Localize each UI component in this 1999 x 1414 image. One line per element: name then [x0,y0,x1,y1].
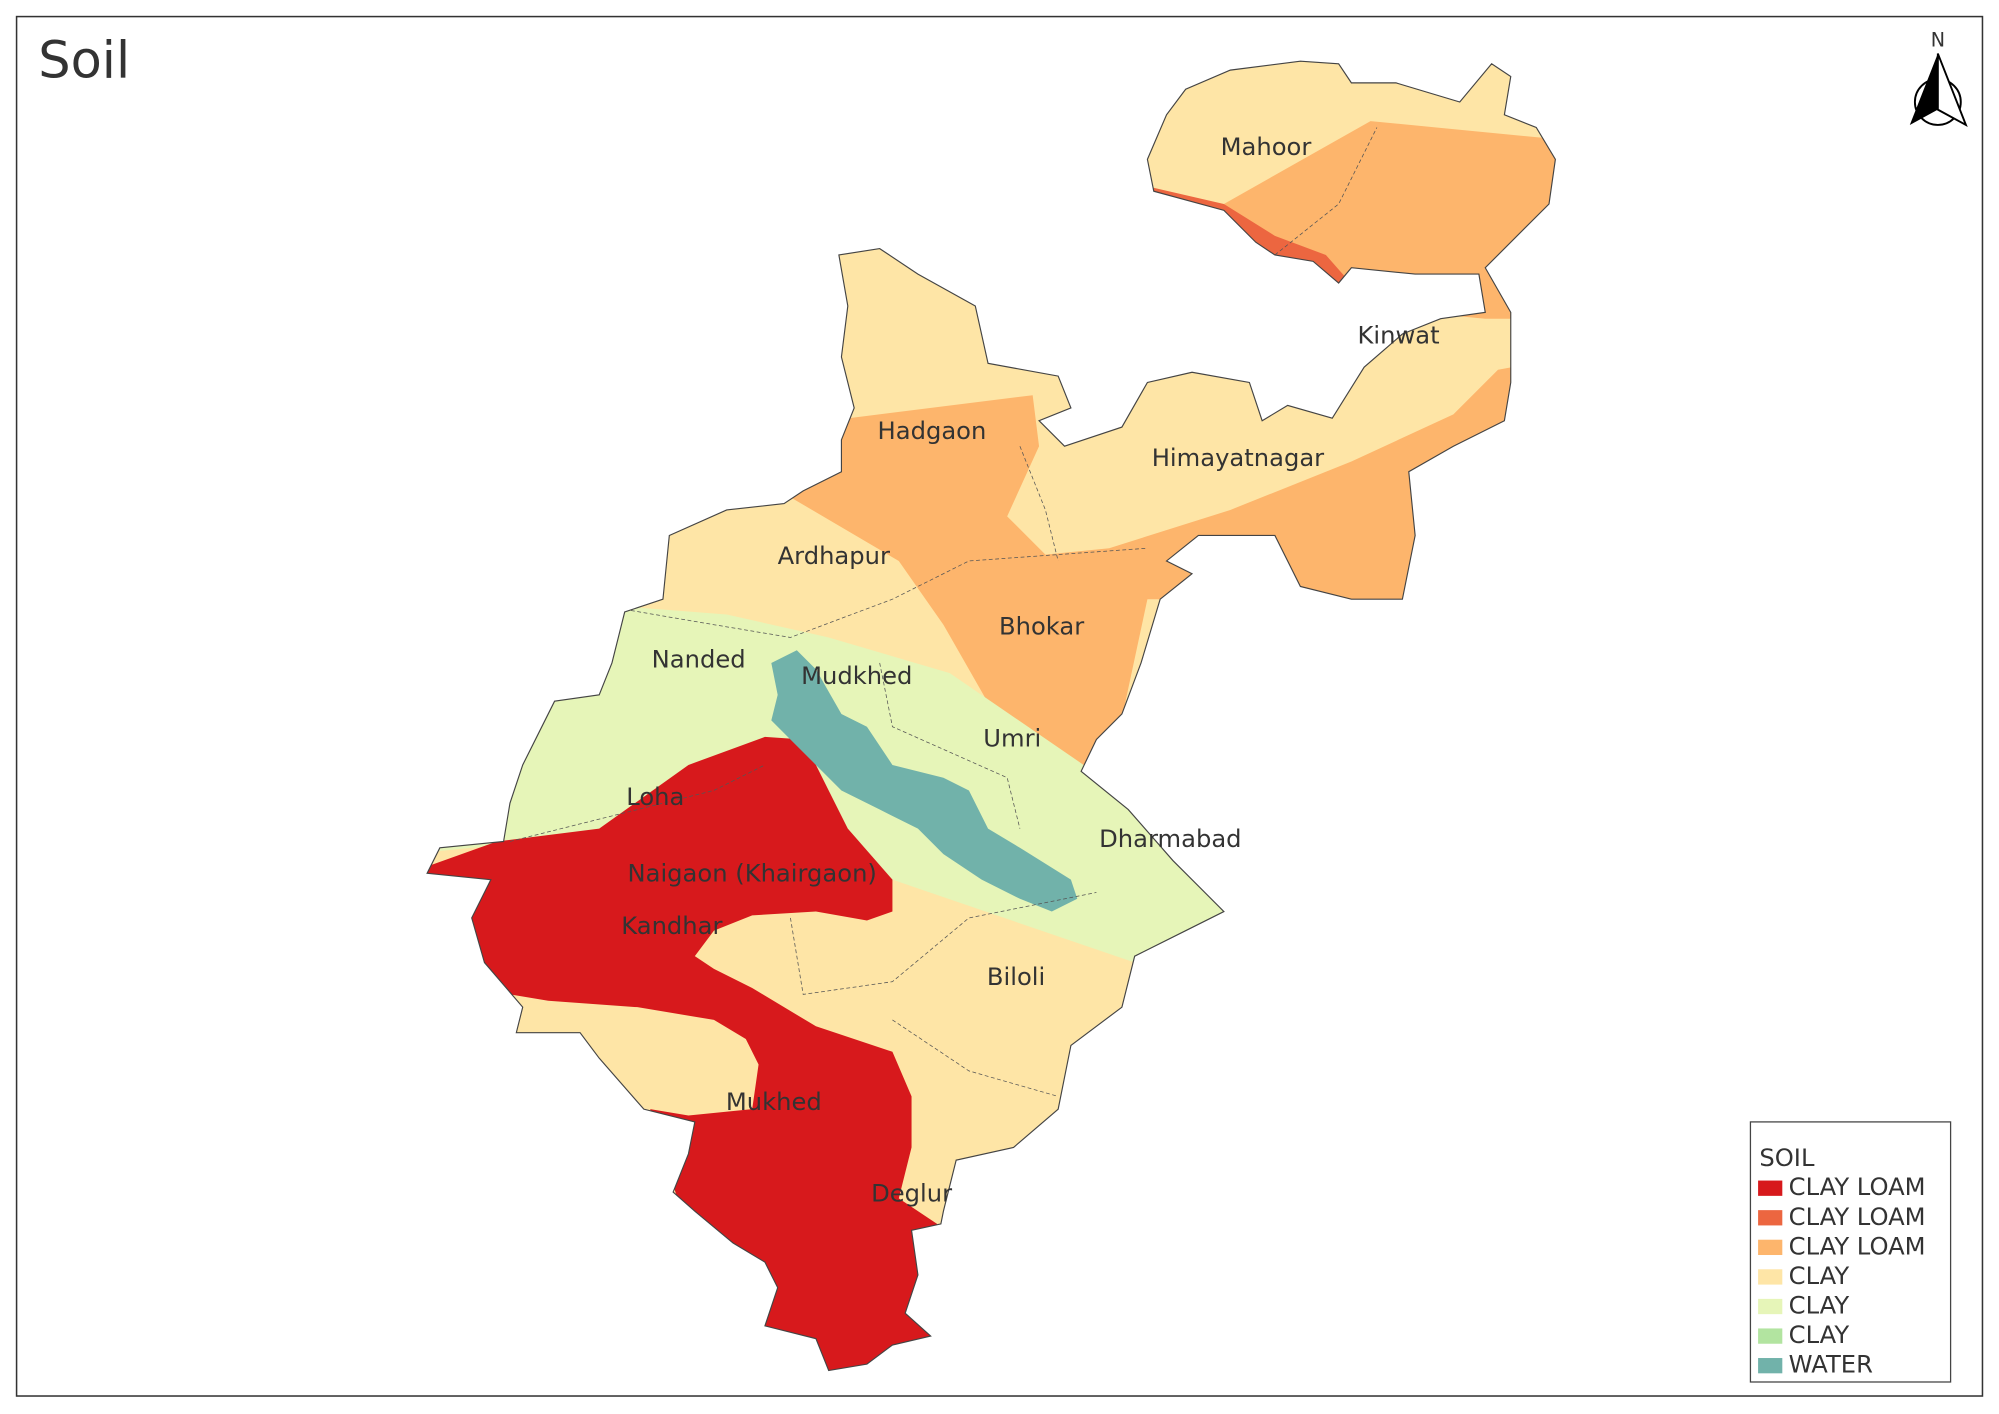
district-label: Dharmabad [1099,825,1241,853]
district-label: Naigaon (Khairgaon) [627,860,876,888]
district-label: Nanded [652,645,746,673]
legend-swatch [1758,1239,1783,1256]
legend-swatch [1758,1298,1783,1315]
legend-box [1749,1121,1952,1383]
north-label: N [1931,28,1945,51]
legend-label: CLAY [1789,1262,1850,1290]
legend-swatch [1758,1358,1783,1374]
legend-label: CLAY LOAM [1789,1232,1926,1260]
district-label: Mudkhed [801,662,912,690]
legend-label: CLAY [1789,1321,1850,1349]
north-arrow-right [1936,53,1968,128]
district-label: Mukhed [726,1088,822,1116]
legend-swatch [1758,1180,1783,1196]
map-title: Soil [38,32,130,91]
legend-label: CLAY LOAM [1789,1203,1926,1231]
district-label: Biloli [987,963,1045,991]
legend-label: CLAY LOAM [1789,1173,1926,1201]
district-label: Mahoor [1221,133,1312,161]
district-label: Kandhar [621,912,722,940]
district-label: Bhokar [999,612,1084,640]
district-label: Himayatnagar [1152,444,1324,472]
legend-swatch [1758,1269,1783,1285]
district-labels: Mahoor Kinwat Hadgaon Himayatnagar Ardha… [621,133,1439,1208]
district-label: Ardhapur [778,542,890,570]
district-borders [509,127,1378,1097]
legend-title: SOIL [1759,1144,1815,1172]
map-canvas: Soil Mahoor Kinwat Hadgaon H [15,15,1984,1397]
legend-swatch [1758,1328,1783,1344]
legend-label: WATER [1789,1351,1873,1379]
legend-swatch [1758,1210,1783,1226]
legend-label: CLAY [1789,1292,1850,1320]
district-label: Deglur [871,1180,952,1208]
water-zone [771,650,1078,912]
district-label: Umri [983,724,1041,752]
district-label: Loha [626,783,684,811]
district-label: Hadgaon [878,417,987,445]
district-label: Kinwat [1358,322,1440,350]
clay-loam-zone [427,736,938,1371]
